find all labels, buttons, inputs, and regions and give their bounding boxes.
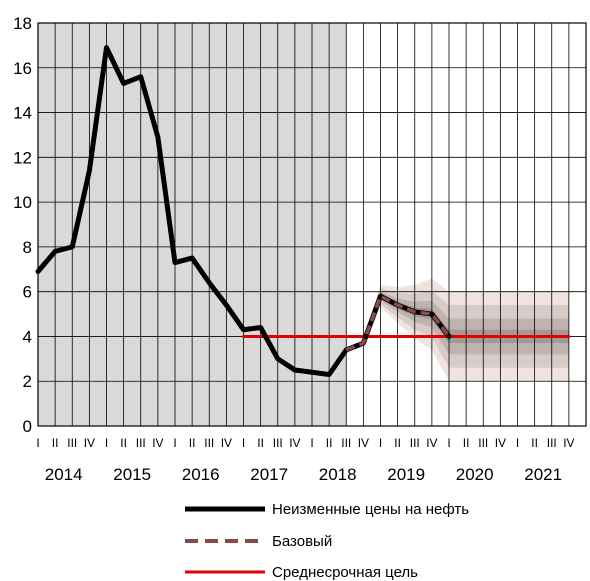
quarter-tick-label: III — [204, 436, 214, 450]
quarter-tick-label: I — [105, 436, 108, 450]
y-tick-label: 18 — [13, 14, 32, 33]
quarter-tick-label: II — [394, 436, 401, 450]
series — [35, 45, 571, 378]
y-tick-label: 14 — [13, 104, 32, 123]
legend: Неизменные цены на нефть Базовый Среднес… — [185, 501, 469, 581]
quarter-tick-label: II — [189, 436, 196, 450]
y-tick-label: 2 — [23, 372, 32, 391]
quarter-tick-label: II — [463, 436, 470, 450]
quarter-tick-labels: I II III IV I II III IV I II III IV I II III IV I II III IV… — [36, 436, 574, 450]
quarter-tick-label: III — [478, 436, 488, 450]
year-label: 2017 — [250, 465, 288, 484]
legend-label-base: Базовый — [272, 533, 332, 550]
grid — [38, 23, 586, 426]
year-label: 2020 — [456, 465, 494, 484]
quarter-tick-label: I — [173, 436, 176, 450]
y-tick-label: 4 — [23, 327, 32, 346]
legend-label-target: Среднесрочная цель — [272, 564, 418, 581]
quarter-tick-label: I — [379, 436, 382, 450]
series-line-0 — [35, 45, 452, 378]
quarter-tick-label: II — [531, 436, 538, 450]
y-tick-label: 8 — [23, 238, 32, 257]
year-label: 2018 — [319, 465, 357, 484]
year-label: 2019 — [387, 465, 425, 484]
quarter-tick-label: II — [257, 436, 264, 450]
legend-label-oil: Неизменные цены на нефть — [272, 501, 469, 518]
quarter-tick-label: IV — [84, 436, 95, 450]
y-tick-label: 10 — [13, 193, 32, 212]
y-tick-label: 6 — [23, 283, 32, 302]
quarter-tick-label: III — [547, 436, 557, 450]
quarter-tick-label: I — [36, 436, 39, 450]
quarter-tick-label: IV — [426, 436, 437, 450]
quarter-tick-label: IV — [358, 436, 369, 450]
quarter-tick-label: I — [447, 436, 450, 450]
plot-frame — [37, 22, 587, 427]
quarter-tick-label: III — [410, 436, 420, 450]
year-label: 2016 — [182, 465, 220, 484]
quarter-tick-label: II — [120, 436, 127, 450]
y-tick-labels: 0 2 4 6 8 10 12 14 16 18 — [13, 14, 32, 436]
quarter-tick-label: IV — [152, 436, 163, 450]
quarter-tick-label: III — [136, 436, 146, 450]
y-tick-label: 16 — [13, 59, 32, 78]
y-tick-label: 0 — [23, 417, 32, 436]
year-label: 2021 — [524, 465, 562, 484]
quarter-tick-label: I — [242, 436, 245, 450]
year-labels: 2014 2015 2016 2017 2018 2019 2020 2021 — [45, 465, 562, 484]
quarter-tick-label: III — [341, 436, 351, 450]
quarter-tick-label: I — [516, 436, 519, 450]
y-tick-label: 12 — [13, 148, 32, 167]
quarter-tick-label: IV — [495, 436, 506, 450]
quarter-tick-label: I — [310, 436, 313, 450]
quarter-tick-label: III — [67, 436, 77, 450]
series-line-1 — [345, 294, 451, 352]
year-label: 2015 — [113, 465, 151, 484]
quarter-tick-label: III — [273, 436, 283, 450]
year-label: 2014 — [45, 465, 83, 484]
quarter-tick-label: II — [52, 436, 59, 450]
quarter-tick-label: IV — [563, 436, 574, 450]
quarter-tick-label: II — [326, 436, 333, 450]
quarter-tick-label: IV — [289, 436, 300, 450]
quarter-tick-label: IV — [221, 436, 232, 450]
